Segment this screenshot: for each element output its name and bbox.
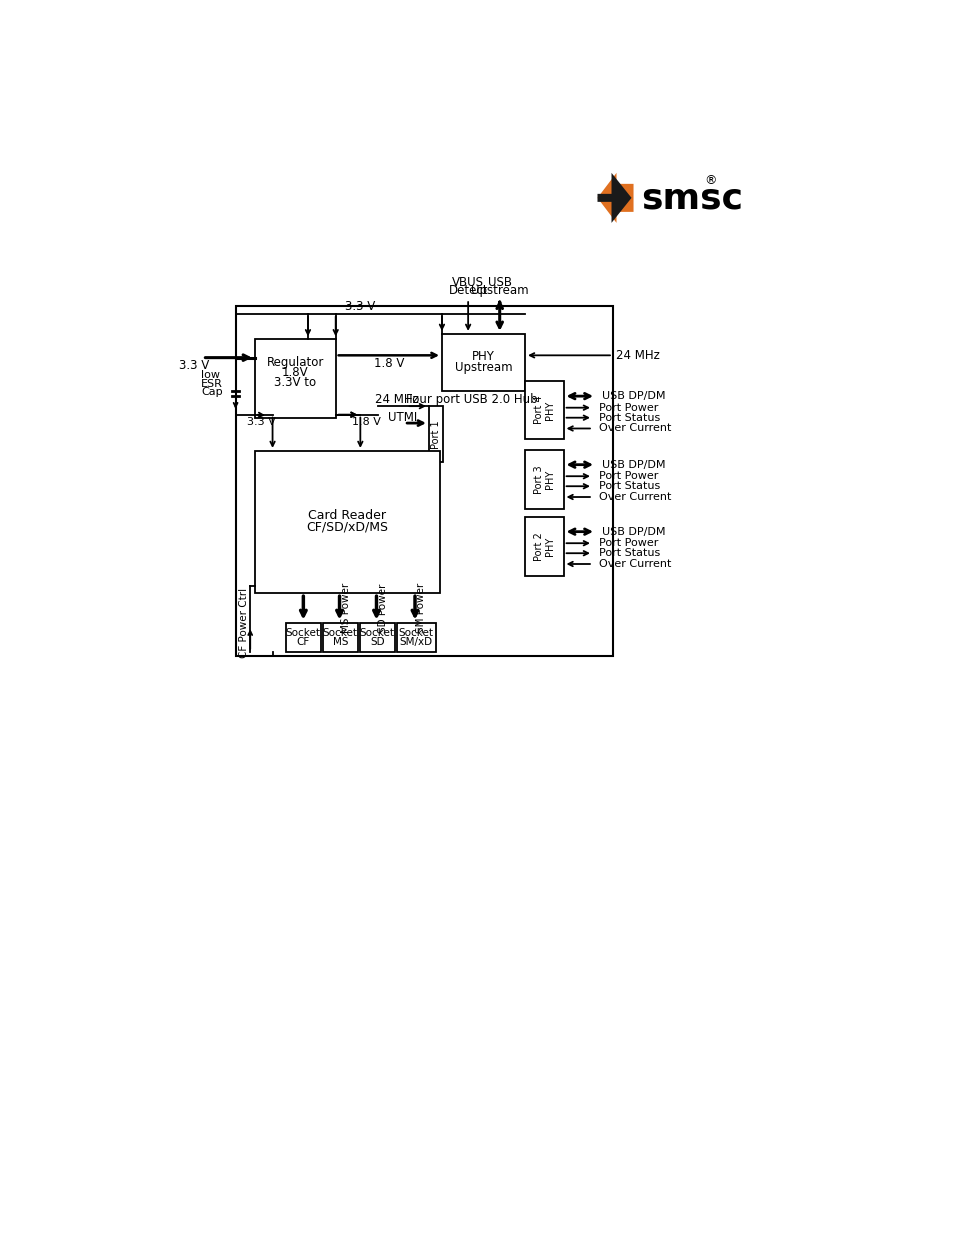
Text: USB DP/DM: USB DP/DM — [601, 391, 665, 401]
Text: Regulator: Regulator — [266, 356, 324, 369]
Text: Port 1: Port 1 — [431, 420, 440, 448]
Text: Port Power: Port Power — [598, 538, 658, 548]
Text: Socket: Socket — [286, 627, 320, 637]
Text: 1.8V: 1.8V — [282, 366, 308, 379]
Text: Card Reader: Card Reader — [308, 509, 386, 521]
Text: Port Status: Port Status — [598, 412, 659, 422]
Text: Over Current: Over Current — [598, 424, 671, 433]
Text: 3.3 V: 3.3 V — [345, 300, 375, 312]
Text: UTMI: UTMI — [388, 411, 416, 424]
Text: CF: CF — [296, 637, 310, 647]
Text: ESR: ESR — [201, 379, 223, 389]
Bar — [429, 406, 443, 462]
Text: Port Status: Port Status — [598, 482, 659, 492]
Text: 3.3 V: 3.3 V — [247, 417, 275, 427]
Bar — [235, 306, 612, 656]
Text: Port Status: Port Status — [598, 548, 659, 558]
Text: Port Power: Port Power — [598, 403, 658, 412]
Text: CF/SD/xD/MS: CF/SD/xD/MS — [306, 521, 388, 534]
Text: Port 4
PHY: Port 4 PHY — [533, 395, 555, 425]
Bar — [441, 333, 524, 390]
Text: Port 2
PHY: Port 2 PHY — [533, 532, 555, 561]
Text: Over Current: Over Current — [598, 492, 671, 501]
Text: 3.3 V: 3.3 V — [179, 359, 209, 372]
Text: Port 3
PHY: Port 3 PHY — [533, 466, 555, 494]
Text: USB DP/DM: USB DP/DM — [601, 526, 665, 537]
Text: 24 MHz: 24 MHz — [375, 394, 418, 406]
Text: VBUS: VBUS — [452, 275, 483, 289]
Text: low: low — [201, 370, 220, 380]
Bar — [254, 340, 335, 419]
Text: 24 MHz: 24 MHz — [616, 348, 659, 362]
Bar — [524, 517, 563, 576]
Text: Upstream: Upstream — [471, 284, 528, 298]
Bar — [524, 450, 563, 509]
Text: Upstream: Upstream — [455, 361, 512, 374]
Bar — [254, 451, 439, 593]
Text: USB DP/DM: USB DP/DM — [601, 459, 665, 469]
Text: MS: MS — [333, 637, 348, 647]
Bar — [285, 622, 321, 652]
Text: Socket: Socket — [398, 627, 434, 637]
Text: ®: ® — [704, 174, 717, 186]
Text: CF Power Ctrl: CF Power Ctrl — [239, 588, 249, 657]
Text: Over Current: Over Current — [598, 559, 671, 569]
Text: smsc: smsc — [640, 182, 742, 216]
Text: MS Power: MS Power — [340, 583, 351, 634]
Text: PHY: PHY — [472, 351, 495, 363]
Polygon shape — [597, 173, 633, 222]
Text: 1.8 V: 1.8 V — [374, 357, 404, 369]
Text: 3.3V to: 3.3V to — [274, 377, 316, 389]
Text: Port Power: Port Power — [598, 472, 658, 482]
Text: Detect: Detect — [448, 284, 487, 298]
Text: USB: USB — [487, 275, 511, 289]
Text: Four port USB 2.0 Hub: Four port USB 2.0 Hub — [406, 393, 537, 406]
Text: SD: SD — [370, 637, 384, 647]
Polygon shape — [597, 173, 631, 222]
Bar — [359, 622, 395, 652]
Text: SM/xD: SM/xD — [399, 637, 433, 647]
Text: Cap: Cap — [201, 388, 222, 398]
Bar — [396, 622, 436, 652]
Text: Socket: Socket — [322, 627, 357, 637]
Bar — [322, 622, 357, 652]
Text: SD Power: SD Power — [377, 583, 387, 632]
Text: 1.8 V: 1.8 V — [352, 417, 380, 427]
Text: SM Power: SM Power — [416, 583, 426, 634]
Bar — [524, 380, 563, 440]
Text: Socket: Socket — [359, 627, 395, 637]
